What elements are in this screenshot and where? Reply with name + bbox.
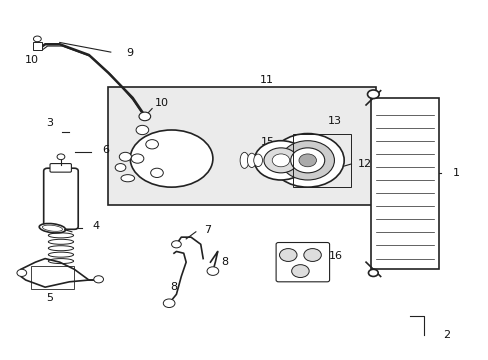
Ellipse shape xyxy=(247,153,256,167)
Ellipse shape xyxy=(48,252,73,257)
Circle shape xyxy=(136,125,148,135)
Text: 3: 3 xyxy=(46,118,53,128)
Circle shape xyxy=(272,154,289,167)
Text: 15: 15 xyxy=(260,138,274,148)
Circle shape xyxy=(57,154,65,159)
Text: 12: 12 xyxy=(357,159,371,169)
Circle shape xyxy=(298,154,316,167)
FancyBboxPatch shape xyxy=(108,87,375,205)
Text: 1: 1 xyxy=(451,168,459,178)
Text: 2: 2 xyxy=(442,330,449,341)
Circle shape xyxy=(33,36,41,42)
Ellipse shape xyxy=(130,130,212,187)
Ellipse shape xyxy=(253,154,262,167)
Circle shape xyxy=(163,299,175,307)
FancyBboxPatch shape xyxy=(50,163,71,172)
Text: 10: 10 xyxy=(24,55,39,65)
Circle shape xyxy=(206,267,218,275)
Text: 9: 9 xyxy=(126,48,134,58)
Ellipse shape xyxy=(240,152,248,168)
Circle shape xyxy=(290,148,324,173)
Circle shape xyxy=(171,241,181,248)
Ellipse shape xyxy=(48,258,73,264)
Circle shape xyxy=(291,265,308,278)
Text: 6: 6 xyxy=(102,145,109,155)
Text: 13: 13 xyxy=(327,116,341,126)
Circle shape xyxy=(279,249,296,261)
Ellipse shape xyxy=(42,225,62,231)
Text: 5: 5 xyxy=(46,293,53,303)
Circle shape xyxy=(368,269,377,276)
Ellipse shape xyxy=(121,175,134,182)
Text: 16: 16 xyxy=(328,251,342,261)
Circle shape xyxy=(271,134,344,187)
Circle shape xyxy=(264,148,297,173)
Bar xyxy=(370,98,438,269)
Text: 11: 11 xyxy=(259,75,273,85)
Circle shape xyxy=(150,168,163,177)
Ellipse shape xyxy=(48,239,73,244)
Circle shape xyxy=(281,141,334,180)
Ellipse shape xyxy=(39,224,65,233)
FancyBboxPatch shape xyxy=(43,168,78,229)
Circle shape xyxy=(94,276,103,283)
Bar xyxy=(30,266,74,289)
Circle shape xyxy=(17,269,27,276)
Text: 4: 4 xyxy=(92,221,100,231)
Circle shape xyxy=(254,141,307,180)
Bar xyxy=(292,134,351,187)
Text: 7: 7 xyxy=(204,225,211,235)
Text: 14: 14 xyxy=(307,156,322,165)
Ellipse shape xyxy=(119,152,131,161)
Circle shape xyxy=(139,112,150,121)
Ellipse shape xyxy=(115,163,125,171)
Bar xyxy=(33,42,41,50)
FancyBboxPatch shape xyxy=(276,243,329,282)
Circle shape xyxy=(145,140,158,149)
Ellipse shape xyxy=(48,233,73,238)
Text: 8: 8 xyxy=(221,257,228,267)
Text: 8: 8 xyxy=(170,282,177,292)
Circle shape xyxy=(131,154,143,163)
Text: 10: 10 xyxy=(155,98,168,108)
Ellipse shape xyxy=(48,246,73,251)
Circle shape xyxy=(367,90,378,99)
Circle shape xyxy=(303,249,321,261)
